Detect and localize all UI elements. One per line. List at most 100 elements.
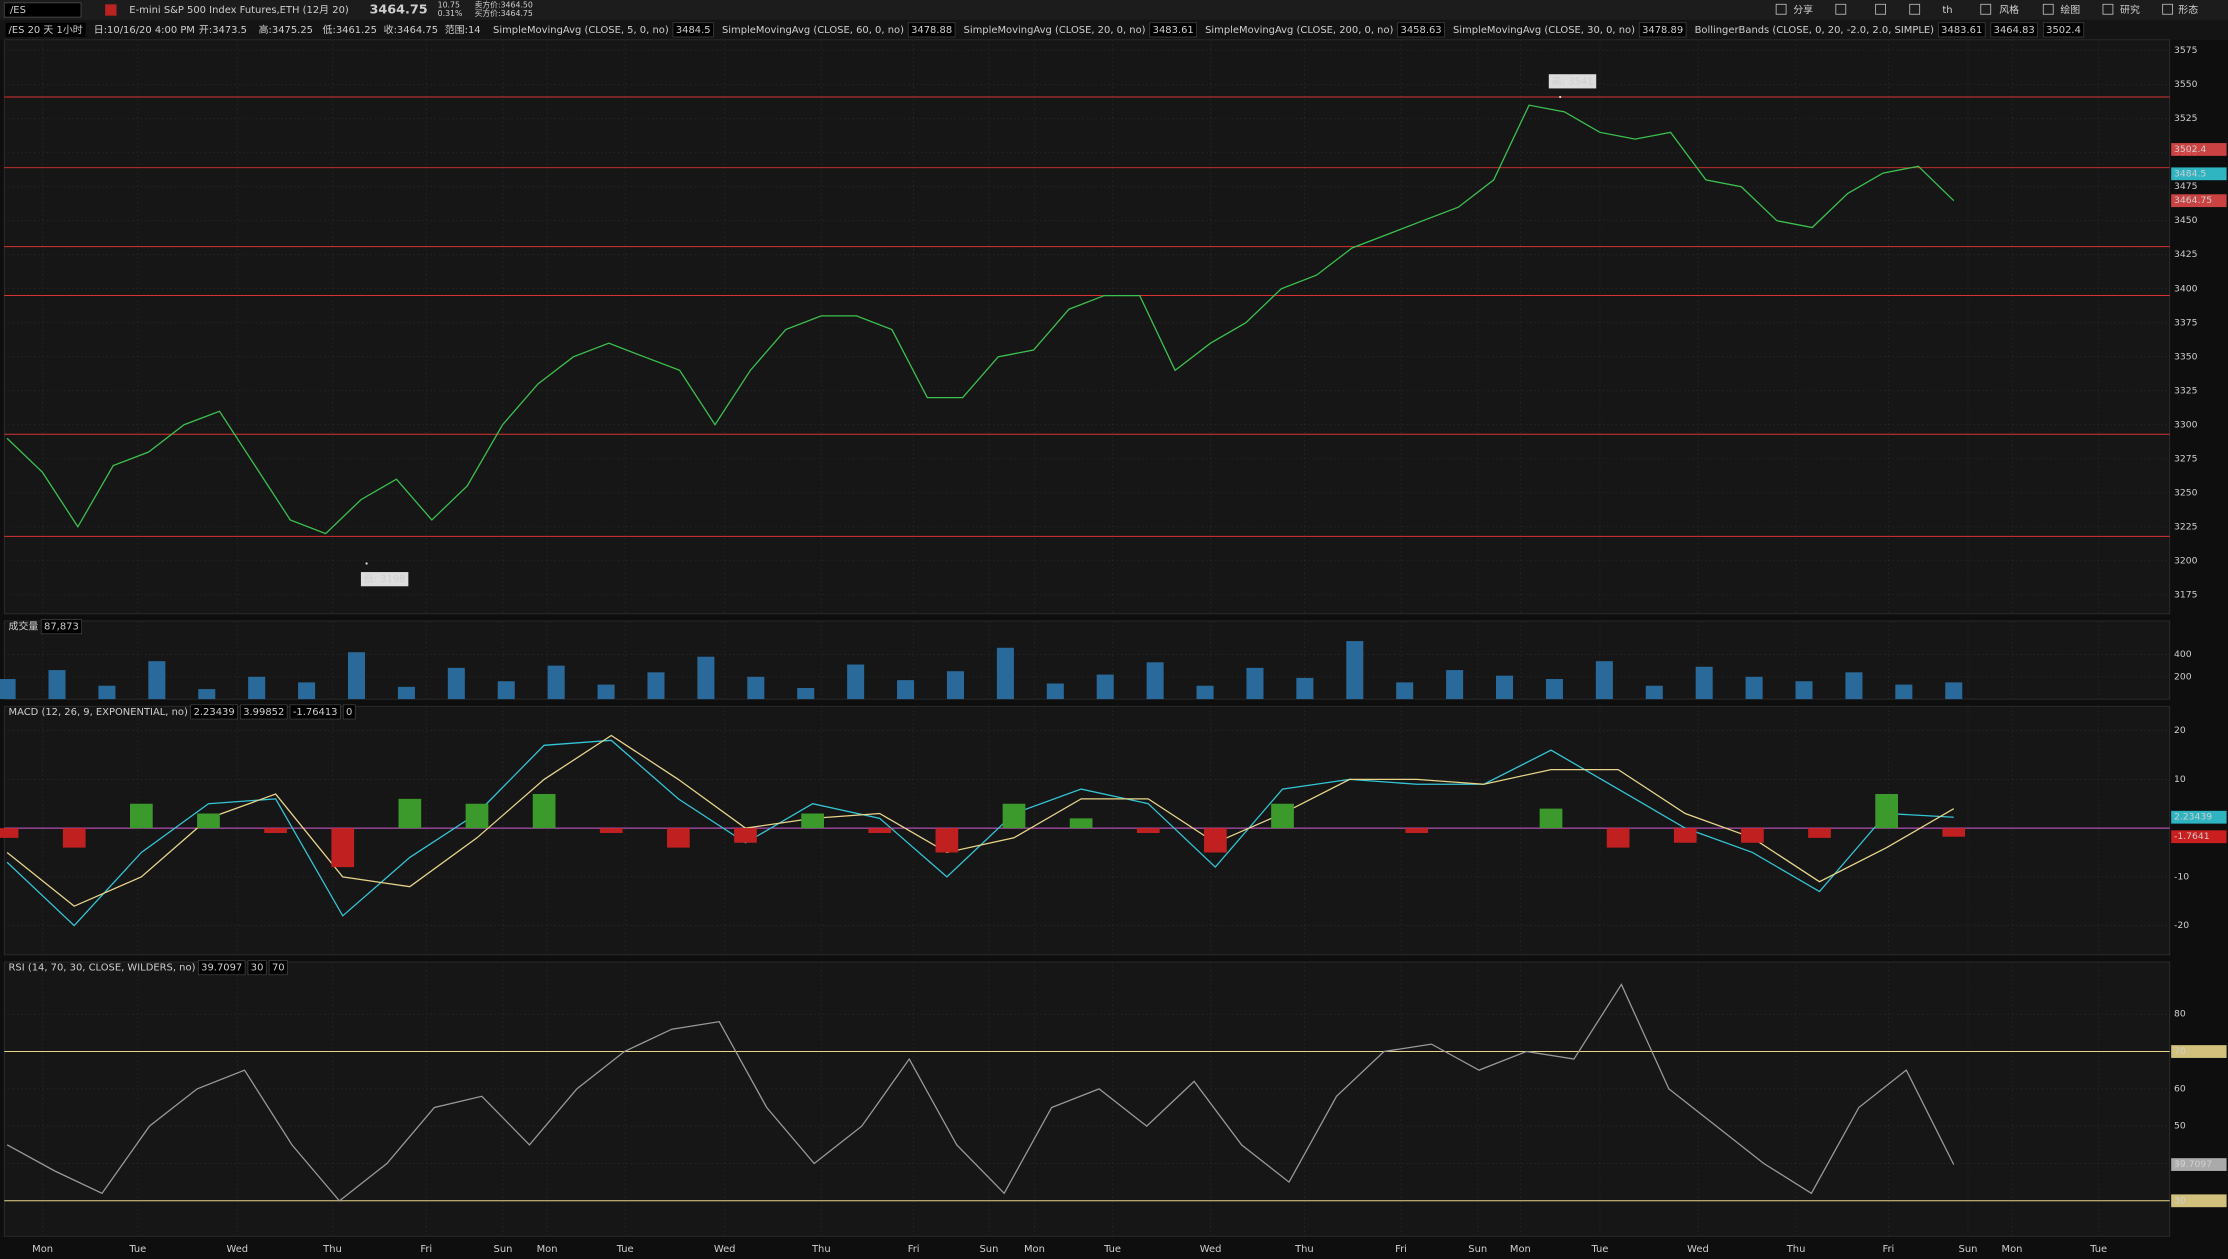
bar: [897, 680, 915, 700]
x-tick-label: Tue: [128, 1244, 146, 1255]
study-value-box: [907, 22, 956, 38]
x-tick-label: Mon: [2002, 1244, 2023, 1255]
x-tick-label: Wed: [714, 1244, 736, 1255]
panel-readout-box: [268, 960, 288, 976]
axis-label-box: [2171, 194, 2227, 208]
bar: [465, 803, 489, 829]
x-tick-label: Tue: [1103, 1244, 1121, 1255]
axis-label: 30: [2174, 1195, 2186, 1206]
bar: [599, 828, 623, 833]
info-open: 开:3473.5: [199, 25, 247, 36]
panel-readout-box: [289, 704, 341, 720]
bar: [1096, 674, 1114, 700]
toolbar-icon[interactable]: [2042, 3, 2054, 15]
toolbar-icon[interactable]: [2102, 3, 2114, 15]
x-tick-label: Sun: [1468, 1244, 1487, 1255]
bar: [935, 828, 959, 853]
panel: [3, 39, 2171, 615]
bar: [1296, 677, 1314, 700]
bar: [1741, 828, 1764, 843]
x-tick-label: Sun: [980, 1244, 999, 1255]
bar: [197, 813, 220, 829]
bar: [1875, 793, 1898, 829]
bar: [298, 682, 316, 700]
toolbar-icon[interactable]: [1980, 3, 1992, 15]
y-tick-label: 3175: [2174, 589, 2198, 600]
y-tick-label: 3350: [2174, 351, 2198, 362]
study-name: SimpleMovingAvg (CLOSE, 60, 0, no): [722, 25, 904, 36]
study-value: 3458.63: [1401, 25, 1442, 36]
study-name: SimpleMovingAvg (CLOSE, 20, 0, no): [964, 25, 1146, 36]
bar: [331, 828, 355, 868]
bar: [1446, 670, 1464, 700]
study-value: 3483.61: [1153, 25, 1194, 36]
symbol-input[interactable]: [3, 2, 82, 18]
band-value-box: [1990, 22, 2038, 38]
y-tick-label: 3225: [2174, 521, 2198, 532]
x-tick-label: Wed: [1200, 1244, 1222, 1255]
menu-button[interactable]: th: [1942, 5, 1952, 16]
toolbar-icon[interactable]: [1835, 3, 1847, 15]
bar: [1346, 641, 1364, 700]
bar: [597, 684, 615, 700]
bar: [1405, 828, 1429, 833]
y-tick-label: 3275: [2174, 453, 2198, 464]
bar: [1673, 828, 1697, 843]
panel-readout-box: [190, 704, 238, 720]
annotation-label: 低: 3198: [364, 572, 406, 585]
axis-label: 3464.75: [2174, 195, 2212, 206]
toolbar-icon[interactable]: [2162, 3, 2174, 15]
bar: [1002, 803, 1026, 829]
study-value-box: [1638, 22, 1687, 38]
annotation-label-box: [1548, 74, 1597, 89]
chart-label: /ES 20 天 1小时: [9, 24, 83, 36]
bar: [62, 828, 86, 848]
study-name: BollingerBands (CLOSE, 0, 20, -2.0, 2.0,…: [1695, 25, 1935, 36]
y-tick-label: 60: [2174, 1083, 2186, 1094]
toolbar-icon[interactable]: [1875, 3, 1886, 15]
y-tick-label: 3475: [2174, 181, 2198, 192]
y-tick-label: 200: [2174, 671, 2192, 682]
bar: [1945, 682, 1963, 700]
study-name: SimpleMovingAvg (CLOSE, 200, 0, no): [1205, 25, 1393, 36]
menu-button[interactable]: 风格: [1999, 3, 2019, 16]
bar: [547, 665, 565, 700]
bar: [0, 828, 19, 838]
toolbar-icon[interactable]: [1775, 3, 1787, 15]
menu-button[interactable]: 绘图: [2060, 3, 2080, 16]
menu-button[interactable]: 分享: [1793, 3, 1813, 16]
y-tick-label: 10: [2174, 774, 2186, 785]
y-tick-label: -10: [2174, 871, 2189, 882]
bar: [1069, 818, 1093, 829]
change-pct: 0.31%: [438, 9, 463, 18]
bar: [48, 670, 66, 700]
info-low: 低:3461.25: [323, 23, 377, 36]
menu-button[interactable]: 形态: [2178, 3, 2198, 16]
axis-label: 2.23439: [2174, 812, 2212, 823]
bar: [148, 661, 166, 700]
ask: 买方价:3464.75: [475, 8, 533, 18]
y-tick-label: 80: [2174, 1009, 2186, 1020]
x-tick-label: Fri: [1395, 1244, 1407, 1255]
panel-readout-box: [342, 704, 356, 720]
band-value: 3464.83: [1994, 25, 2035, 36]
axis-label: 3484.5: [2174, 168, 2206, 179]
bar: [0, 679, 16, 700]
y-tick-label: 50: [2174, 1121, 2186, 1132]
menu-button[interactable]: 研究: [2120, 3, 2140, 16]
x-tick-label: Thu: [1294, 1244, 1314, 1255]
axis-label: 3502.4: [2174, 144, 2206, 155]
x-tick-label: Sun: [494, 1244, 513, 1255]
bar: [747, 676, 765, 700]
y-tick-label: 3575: [2174, 45, 2198, 56]
y-tick-label: 3325: [2174, 385, 2198, 396]
bar: [1645, 685, 1663, 700]
toolbar-icon[interactable]: [1909, 3, 1921, 15]
bar: [1942, 828, 1966, 837]
link-icon[interactable]: [105, 4, 117, 16]
y-tick-label: 3375: [2174, 317, 2198, 328]
bar: [647, 672, 665, 700]
info-high: 高:3475.25: [259, 23, 313, 36]
y-tick-label: 3300: [2174, 419, 2198, 430]
